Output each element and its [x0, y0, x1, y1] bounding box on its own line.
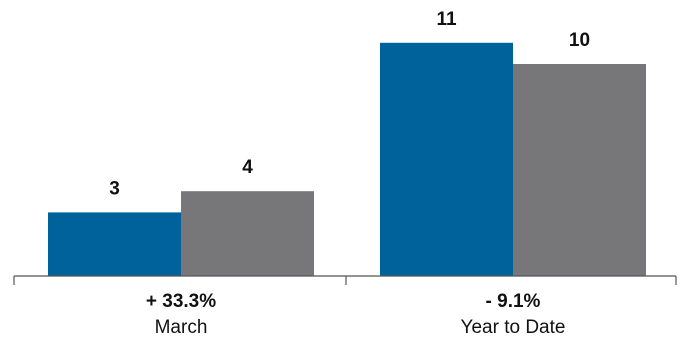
data-label: 4: [242, 157, 253, 178]
bar-year-to-date-series-1: [380, 43, 513, 276]
change-label: + 33.3%: [146, 291, 216, 312]
data-label: 10: [569, 30, 590, 51]
data-label: 3: [109, 178, 120, 199]
bar-march-series-1: [48, 212, 181, 276]
data-label: 11: [436, 9, 457, 30]
change-label: - 9.1%: [486, 291, 541, 312]
bar-year-to-date-series-2: [513, 64, 646, 276]
x-tick-label: Year to Date: [461, 317, 566, 338]
x-tick-label: March: [155, 317, 208, 338]
bar-march-series-2: [181, 191, 314, 276]
